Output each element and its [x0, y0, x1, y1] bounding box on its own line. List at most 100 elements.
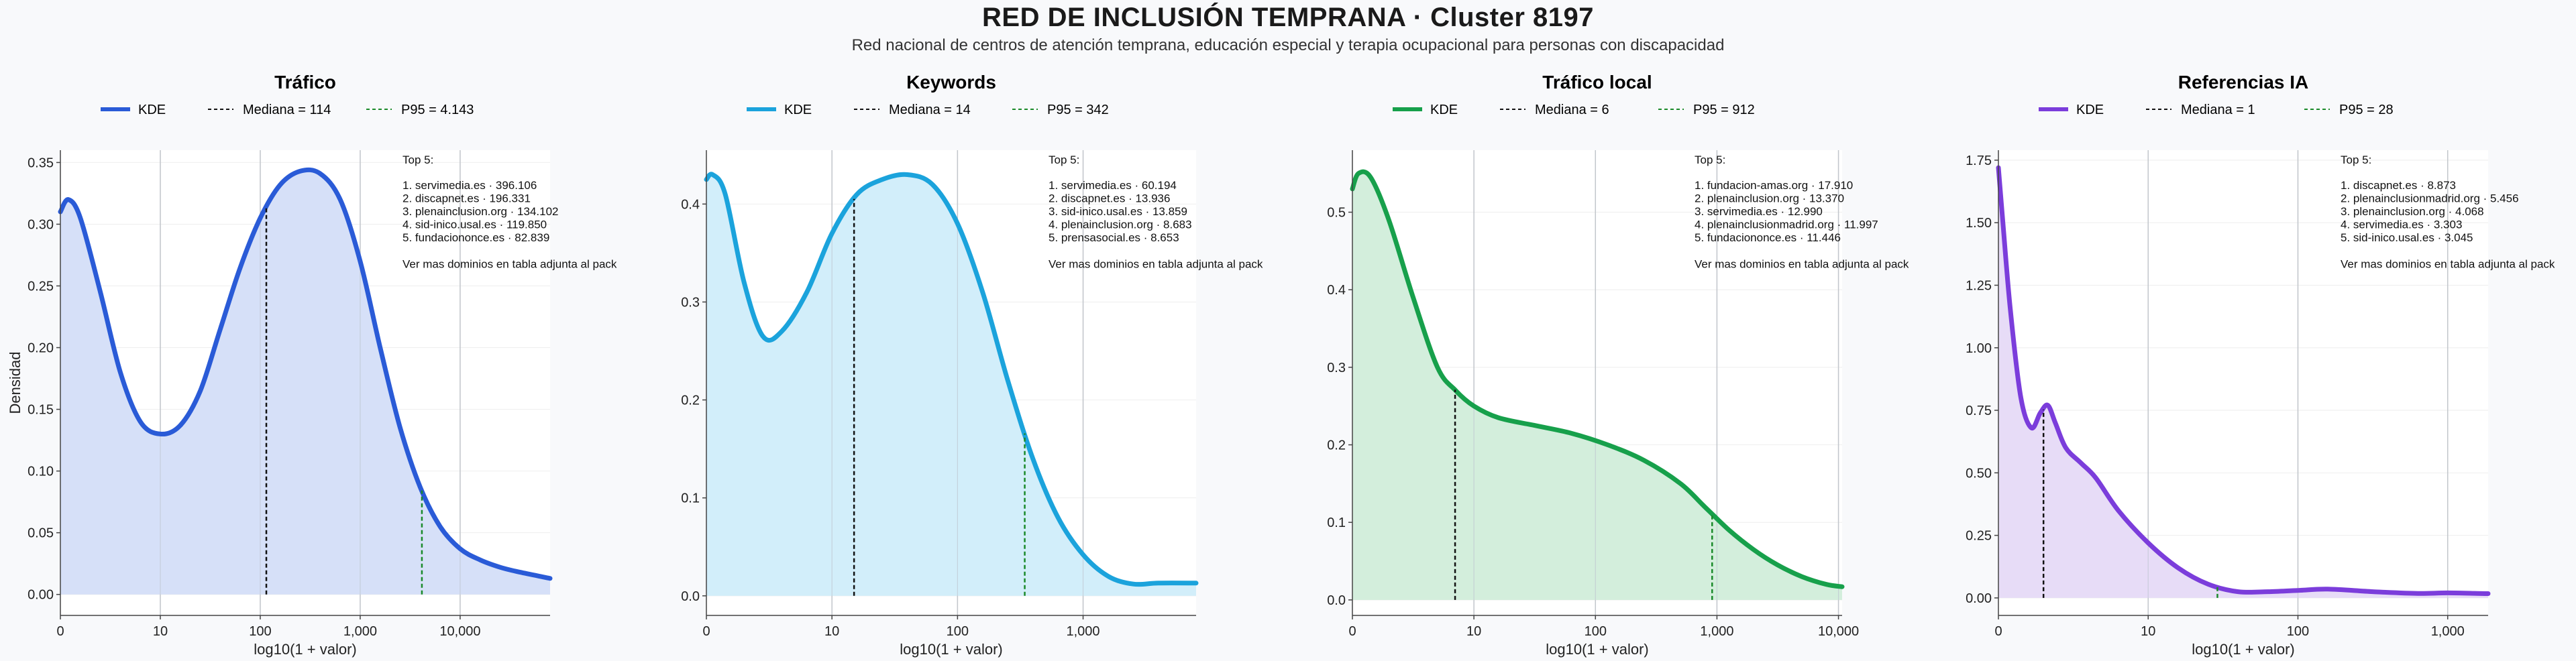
y-tick-label: 1.00 [1966, 341, 1992, 356]
y-tick-label: 0.25 [1966, 529, 1992, 544]
top5-item: 5. prensasocial.es · 8.653 [1049, 231, 1179, 244]
top5-item: 3. servimedia.es · 12.990 [1695, 205, 1823, 218]
legend-median-label: Mediana = 14 [889, 103, 971, 117]
top5-item: 3. plenainclusion.org · 134.102 [402, 205, 559, 218]
kde-line [704, 172, 1199, 587]
figure-subtitle: Red nacional de centros de atención temp… [851, 36, 1725, 54]
top5-item: 4. servimedia.es · 3.303 [2341, 219, 2462, 231]
x-axis-label: log10(1 + valor) [2192, 641, 2294, 658]
legend-kde-label: KDE [138, 103, 166, 117]
top5-header: Top 5: [1695, 154, 1725, 166]
y-tick-label: 0.1 [1327, 516, 1346, 530]
top5-item: 2. plenainclusionmadrid.org · 5.456 [2341, 192, 2519, 205]
x-tick-label: 10 [824, 624, 839, 639]
top5-item: 2. discapnet.es · 13.936 [1049, 192, 1170, 205]
y-tick-label: 0.3 [681, 295, 700, 310]
x-tick-label: 1,000 [1700, 624, 1733, 639]
top5-item: 4. plenainclusion.org · 8.683 [1049, 219, 1192, 231]
top5-item: 3. plenainclusion.org · 4.068 [2341, 205, 2484, 218]
x-tick-label: 0 [56, 624, 64, 639]
y-tick-label: 0.05 [28, 526, 54, 541]
y-tick-label: 0.10 [28, 465, 54, 479]
figure-title: RED DE INCLUSIÓN TEMPRANA · Cluster 8197 [982, 3, 1594, 32]
y-tick-label: 0.4 [1327, 283, 1346, 298]
chart-panel-1: Tráfico KDE Mediana = 114 P95 = 4.143 0.00 0.… [7, 72, 617, 658]
y-tick-label: 0.20 [28, 341, 54, 356]
x-axis-label: log10(1 + valor) [1546, 641, 1648, 658]
legend-kde-label: KDE [2076, 103, 2104, 117]
x-tick-label: 10 [1466, 624, 1481, 639]
kde-line [58, 167, 553, 581]
x-tick-label: 0 [1348, 624, 1356, 639]
y-tick-label: 0.3 [1327, 361, 1346, 375]
x-tick-label: 0 [1994, 624, 2002, 639]
top5-item: 5. sid-inico.usal.es · 3.045 [2341, 231, 2473, 244]
panel-title: Tráfico [274, 72, 336, 93]
x-axis-label: log10(1 + valor) [254, 641, 356, 658]
legend-p95-label: P95 = 342 [1047, 103, 1109, 117]
x-tick-label: 1,000 [1067, 624, 1100, 639]
top5-item: 1. discapnet.es · 8.873 [2341, 179, 2456, 192]
legend-kde-label: KDE [1430, 103, 1458, 117]
y-tick-label: 0.1 [681, 491, 700, 506]
x-tick-label: 10,000 [439, 624, 480, 639]
y-tick-label: 0.30 [28, 217, 54, 232]
x-tick-label: 100 [1585, 624, 1607, 639]
y-tick-label: 1.50 [1966, 216, 1992, 231]
y-axis-label: Densidad [7, 352, 23, 414]
chart-panel-2: Keywords KDE Mediana = 14 P95 = 342 0.0 0.1 0.… [681, 72, 1263, 658]
legend-median-label: Mediana = 6 [1535, 103, 1609, 117]
top5-note: Ver mas dominios en tabla adjunta al pac… [1695, 258, 1909, 271]
top5-item: 2. plenainclusion.org · 13.370 [1695, 192, 1844, 205]
panel-title: Referencias IA [2178, 72, 2309, 93]
y-tick-label: 0.2 [681, 394, 700, 408]
x-tick-label: 10 [2141, 624, 2155, 639]
legend-median-label: Mediana = 1 [2181, 103, 2255, 117]
top5-item: 4. plenainclusionmadrid.org · 11.997 [1695, 219, 1878, 231]
top5-note: Ver mas dominios en tabla adjunta al pac… [1049, 258, 1263, 271]
kde-fill [60, 170, 550, 595]
top5-item: 1. servimedia.es · 60.194 [1049, 179, 1177, 192]
top5-item: 2. discapnet.es · 196.331 [402, 192, 531, 205]
top5-header: Top 5: [1049, 154, 1079, 166]
panel-title: Keywords [906, 72, 996, 93]
top5-item: 5. fundaciononce.es · 11.446 [1695, 231, 1841, 244]
y-tick-label: 0.75 [1966, 404, 1992, 418]
x-tick-label: 100 [249, 624, 271, 639]
top5-header: Top 5: [2341, 154, 2371, 166]
legend-p95-label: P95 = 28 [2339, 103, 2394, 117]
top5-item: 1. fundacion-amas.org · 17.910 [1695, 179, 1853, 192]
x-axis-label: log10(1 + valor) [900, 641, 1002, 658]
y-tick-label: 0.00 [1966, 591, 1992, 606]
kde-fill [706, 174, 1196, 596]
x-tick-label: 10 [153, 624, 168, 639]
legend-median-label: Mediana = 114 [243, 103, 331, 117]
y-tick-label: 0.25 [28, 279, 54, 294]
y-tick-label: 0.50 [1966, 466, 1992, 481]
top5-note: Ver mas dominios en tabla adjunta al pac… [2341, 258, 2555, 271]
x-tick-label: 1,000 [343, 624, 377, 639]
x-tick-label: 1,000 [2431, 624, 2465, 639]
top5-header: Top 5: [402, 154, 433, 166]
y-tick-label: 0.4 [681, 197, 700, 212]
y-tick-label: 1.75 [1966, 154, 1992, 168]
top5-item: 1. servimedia.es · 396.106 [402, 179, 537, 192]
top5-item: 4. sid-inico.usal.es · 119.850 [402, 219, 547, 231]
x-tick-label: 0 [702, 624, 710, 639]
top5-item: 5. fundaciononce.es · 82.839 [402, 231, 549, 244]
kde-fill [1998, 168, 2488, 598]
y-tick-label: 0.00 [28, 588, 54, 603]
x-tick-label: 10,000 [1818, 624, 1859, 639]
x-tick-label: 100 [947, 624, 969, 639]
kde-fill [1352, 172, 1842, 600]
y-tick-label: 0.35 [28, 156, 54, 170]
chart-panel-4: Referencias IA KDE Mediana = 1 P95 = 28 0.00… [1966, 72, 2555, 658]
y-tick-label: 0.0 [1327, 593, 1346, 608]
y-tick-label: 1.25 [1966, 278, 1992, 293]
legend-kde-label: KDE [784, 103, 812, 117]
top5-note: Ver mas dominios en tabla adjunta al pac… [402, 258, 617, 271]
chart-panel-3: Tráfico local KDE Mediana = 6 P95 = 912 0.0 0… [1327, 72, 1909, 658]
legend-p95-label: P95 = 4.143 [401, 103, 474, 117]
